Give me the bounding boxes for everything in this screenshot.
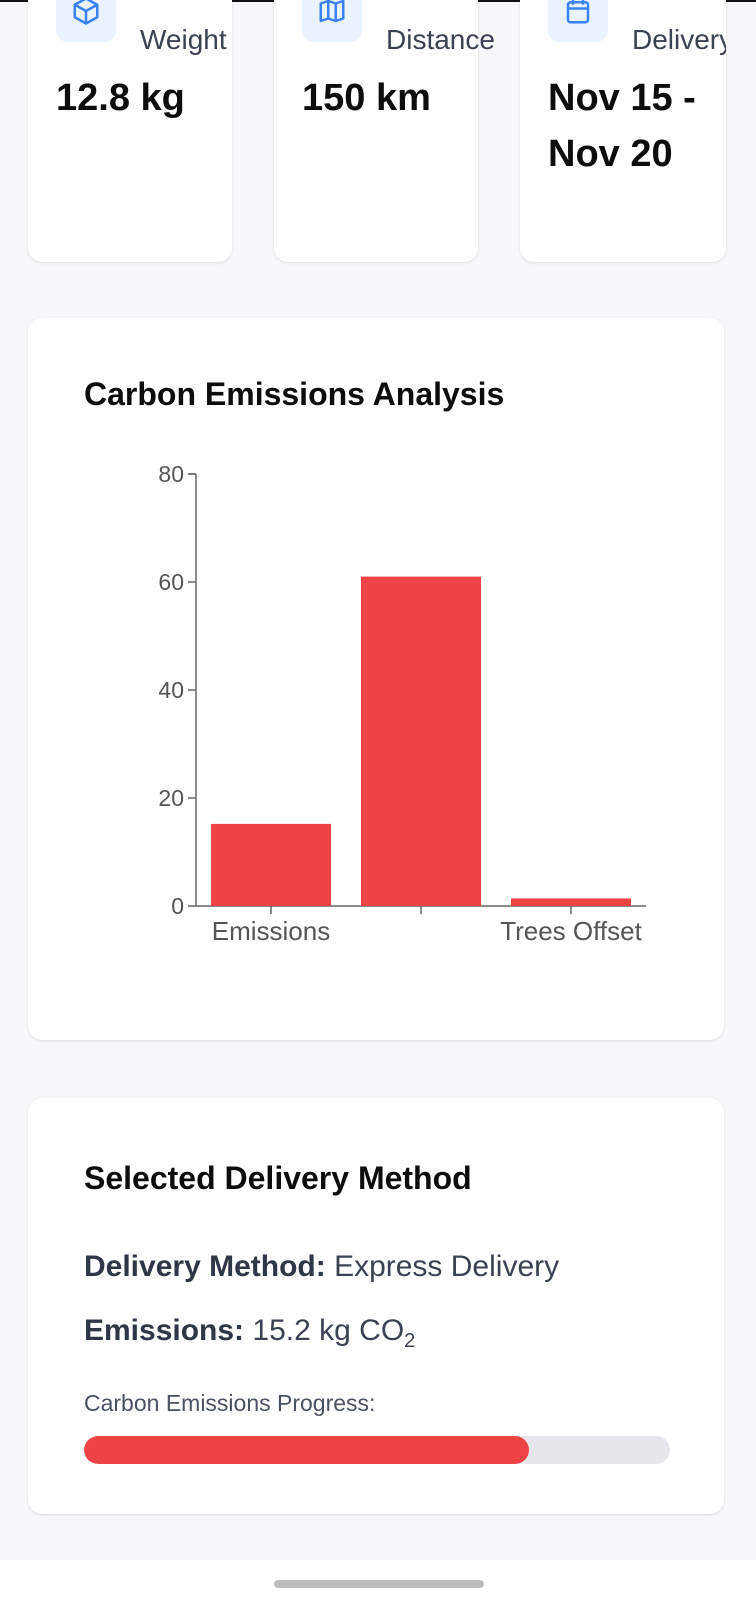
delivery-method-card: Selected Delivery Method Delivery Method…: [28, 1098, 724, 1514]
weight-value: 12.8 kg: [56, 77, 185, 119]
delivery-label: Delivery: [632, 24, 726, 55]
y-tick-label: 80: [158, 461, 184, 487]
delivery-value: Nov 15 - Nov 20: [548, 77, 696, 175]
progress-label: Carbon Emissions Progress:: [84, 1390, 376, 1416]
x-tick-label: Emissions: [212, 916, 330, 946]
emissions-subscript: 2: [404, 1330, 416, 1352]
map-icon: [302, 0, 362, 42]
delivery-method-value: Express Delivery: [334, 1250, 560, 1283]
delivery-method-line: Delivery Method: Express Delivery: [84, 1250, 559, 1284]
chart-title: Carbon Emissions Analysis: [84, 376, 505, 412]
method-title: Selected Delivery Method: [84, 1160, 472, 1196]
weight-label: Weight: [140, 24, 227, 55]
y-tick-label: 20: [158, 785, 184, 811]
home-indicator[interactable]: [274, 1580, 484, 1588]
x-tick-label: Trees Offset: [500, 916, 642, 946]
package-icon: [56, 0, 116, 42]
y-tick-label: 0: [171, 893, 184, 919]
emissions-label: Emissions:: [84, 1314, 245, 1347]
weight-card: Weight 12.8 kg: [28, 0, 232, 262]
emissions-value: 15.2 kg CO: [252, 1314, 405, 1347]
emissions-chart-card: Carbon Emissions Analysis 0 20 40 60 80 Emiss…: [28, 318, 724, 1040]
emissions-bar-chart: 0 20 40 60 80 Emissions Trees Offset: [158, 461, 646, 946]
delivery-method-label: Delivery Method:: [84, 1250, 326, 1283]
emissions-progress-bar: [84, 1436, 670, 1464]
y-tick-label: 60: [158, 569, 184, 595]
bar-2: [511, 898, 631, 906]
distance-label: Distance: [386, 24, 495, 55]
emissions-line: Emissions: 15.2 kg CO2: [84, 1314, 415, 1353]
bar-1: [361, 576, 481, 906]
progress-fill: [84, 1436, 530, 1464]
distance-card: Distance 150 km: [274, 0, 495, 262]
y-tick-label: 40: [158, 677, 184, 703]
bar-0: [211, 823, 331, 906]
calendar-icon: [548, 0, 608, 42]
distance-value: 150 km: [302, 77, 431, 119]
delivery-card: Delivery Nov 15 - Nov 20: [520, 0, 726, 262]
